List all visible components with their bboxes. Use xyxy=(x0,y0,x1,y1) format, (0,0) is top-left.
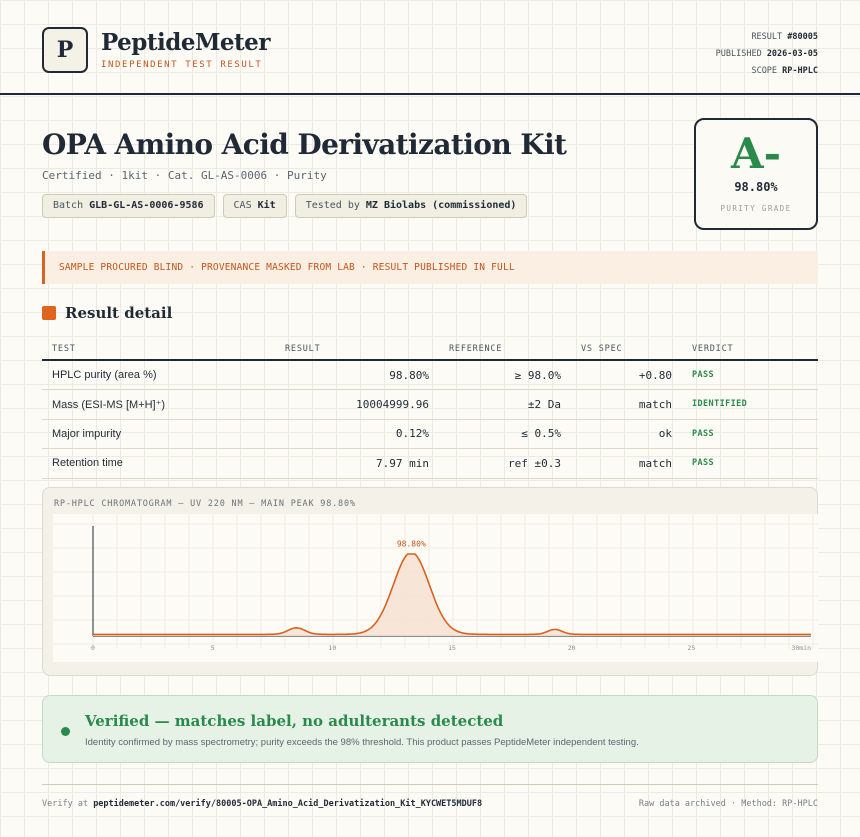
x-tick-label: 5 xyxy=(211,644,215,652)
results-table: TEST RESULT REFERENCE VS SPEC VERDICT HP… xyxy=(42,338,818,479)
table-row: Retention time 7.97 min ref ±0.3 match P… xyxy=(42,448,818,479)
cell-reference: ref ±0.3 xyxy=(439,448,571,479)
verified-text: Identity confirmed by mass spectrometry;… xyxy=(85,737,639,748)
x-tick-label: 25 xyxy=(687,644,695,652)
grade-label: PURITY GRADE xyxy=(720,204,792,213)
product-chips: Batch GLB-GL-AS-0006-9586 CAS Kit Tested… xyxy=(42,194,528,218)
grade-letter: A- xyxy=(730,129,782,178)
cell-reference: ±2 Da xyxy=(439,389,571,420)
purity-grade-card: A- 98.80% PURITY GRADE xyxy=(694,118,818,230)
verified-title: Verified — matches label, no adulterants… xyxy=(85,712,504,730)
cell-result: 0.12% xyxy=(275,419,439,449)
cell-verdict: PASS xyxy=(682,448,818,479)
meta-scope: SCOPE RP-HPLC xyxy=(751,66,818,76)
cell-result: 98.80% xyxy=(275,360,439,390)
verified-dot-icon xyxy=(61,727,70,736)
table-row: Mass (ESI-MS [M+H]⁺) 10004999.96 ±2 Da m… xyxy=(42,389,818,420)
table-header-row: TEST RESULT REFERENCE VS SPEC VERDICT xyxy=(42,338,818,361)
cell-verdict: PASS xyxy=(682,419,818,449)
footer-divider xyxy=(42,784,818,785)
page-title: OPA Amino Acid Derivatization Kit xyxy=(42,128,567,161)
cell-vs-spec: match xyxy=(571,389,682,420)
cell-test: Major impurity xyxy=(42,419,275,449)
col-vs-spec: VS SPEC xyxy=(571,338,682,361)
section-marker-icon xyxy=(42,306,56,320)
verify-url[interactable]: peptidemeter.com/verify/80005-OPA_Amino_… xyxy=(93,799,483,809)
cell-reference: ≤ 0.5% xyxy=(439,419,571,449)
cell-vs-spec: match xyxy=(571,448,682,479)
brand-tagline: INDEPENDENT TEST RESULT xyxy=(101,60,263,70)
grade-value: 98.80% xyxy=(734,180,778,194)
meta-result: RESULT #80005 xyxy=(751,32,818,42)
cell-result: 10004999.96 xyxy=(275,389,439,420)
brand-name: PeptideMeter xyxy=(101,29,270,56)
cell-test: Mass (ESI-MS [M+H]⁺) xyxy=(42,389,275,420)
peak-annotation: 98.80% xyxy=(397,539,426,548)
x-tick-label: 20 xyxy=(568,644,576,652)
cell-vs-spec: +0.80 xyxy=(571,360,682,390)
x-tick-label: 10 xyxy=(328,644,336,652)
table-row: HPLC purity (area %) 98.80% ≥ 98.0% +0.8… xyxy=(42,360,818,390)
cell-result: 7.97 min xyxy=(275,448,439,479)
page-header: P PeptideMeter INDEPENDENT TEST RESULT R… xyxy=(0,0,860,95)
result-meta: RESULT #80005 PUBLISHED 2026-03-05 SCOPE… xyxy=(716,29,818,80)
cell-verdict: IDENTIFIED xyxy=(682,389,818,420)
x-tick-label: 30min xyxy=(791,644,811,652)
chart-title: RP-HPLC CHROMATOGRAM — UV 220 NM — MAIN … xyxy=(54,499,356,509)
cell-test: HPLC purity (area %) xyxy=(42,360,275,390)
product-subline: Certified · 1kit · Cat. GL-AS-0006 · Pur… xyxy=(42,169,327,182)
cell-verdict: PASS xyxy=(682,360,818,390)
cell-test: Retention time xyxy=(42,448,275,479)
cell-vs-spec: ok xyxy=(571,419,682,449)
batch-chip: Batch GLB-GL-AS-0006-9586 xyxy=(42,194,215,218)
chromatogram-chart: 0 5 10 15 20 25 30min 98.80% xyxy=(53,514,818,652)
col-verdict: VERDICT xyxy=(682,338,818,361)
section-title: Result detail xyxy=(65,304,173,322)
cell-reference: ≥ 98.0% xyxy=(439,360,571,390)
x-tick-label: 0 xyxy=(91,644,95,652)
meta-published: PUBLISHED 2026-03-05 xyxy=(715,49,818,59)
signal-line xyxy=(93,553,811,636)
verified-panel: Verified — matches label, no adulterants… xyxy=(42,695,818,763)
col-test: TEST xyxy=(42,338,275,361)
col-reference: REFERENCE xyxy=(439,338,571,361)
footer-method: Raw data archived · Method: RP-HPLC xyxy=(638,799,818,809)
logo-icon: P xyxy=(42,27,88,73)
table-row: Major impurity 0.12% ≤ 0.5% ok PASS xyxy=(42,419,818,449)
tested-by-chip: Tested by MZ Biolabs (commissioned) xyxy=(294,194,528,218)
chromatogram-card: RP-HPLC CHROMATOGRAM — UV 220 NM — MAIN … xyxy=(42,487,818,676)
x-tick-label: 15 xyxy=(448,644,456,652)
provenance-banner: SAMPLE PROCURED BLIND · PROVENANCE MASKE… xyxy=(42,251,818,284)
cas-chip: CAS Kit xyxy=(222,194,287,218)
signal-area xyxy=(93,554,811,636)
chart-area: 0 5 10 15 20 25 30min 98.80% xyxy=(53,514,818,662)
col-result: RESULT xyxy=(275,338,439,361)
verify-link-text: Verify at peptidemeter.com/verify/80005-… xyxy=(42,799,483,809)
